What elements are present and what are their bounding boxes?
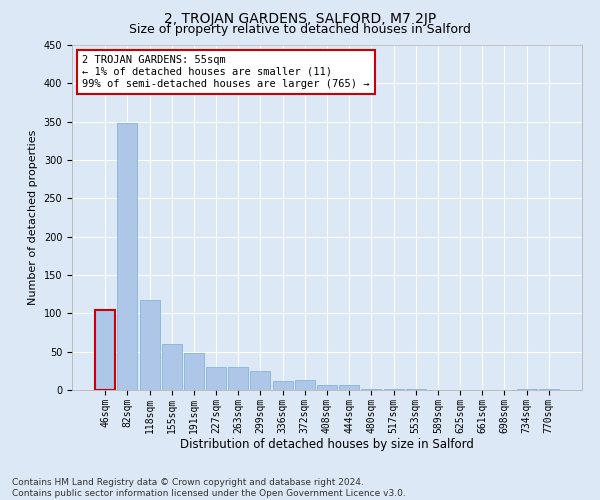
Bar	[250, 371, 271, 390]
Bar	[118, 123, 137, 390]
Bar	[228, 367, 248, 390]
Text: 2, TROJAN GARDENS, SALFORD, M7 2JP: 2, TROJAN GARDENS, SALFORD, M7 2JP	[164, 12, 436, 26]
Bar	[517, 389, 536, 390]
Bar	[361, 389, 382, 390]
Bar	[162, 344, 182, 390]
Bar	[272, 381, 293, 390]
Text: Contains HM Land Registry data © Crown copyright and database right 2024.
Contai: Contains HM Land Registry data © Crown c…	[12, 478, 406, 498]
X-axis label: Distribution of detached houses by size in Salford: Distribution of detached houses by size …	[180, 438, 474, 452]
Bar	[295, 380, 315, 390]
Bar	[339, 384, 359, 390]
Text: 2 TROJAN GARDENS: 55sqm
← 1% of detached houses are smaller (11)
99% of semi-det: 2 TROJAN GARDENS: 55sqm ← 1% of detached…	[82, 56, 370, 88]
Bar	[317, 386, 337, 390]
Bar	[539, 389, 559, 390]
Bar	[383, 389, 404, 390]
Bar	[206, 367, 226, 390]
Text: Size of property relative to detached houses in Salford: Size of property relative to detached ho…	[129, 22, 471, 36]
Bar	[184, 353, 204, 390]
Bar	[95, 310, 115, 390]
Y-axis label: Number of detached properties: Number of detached properties	[28, 130, 38, 305]
Bar	[406, 389, 426, 390]
Bar	[140, 300, 160, 390]
